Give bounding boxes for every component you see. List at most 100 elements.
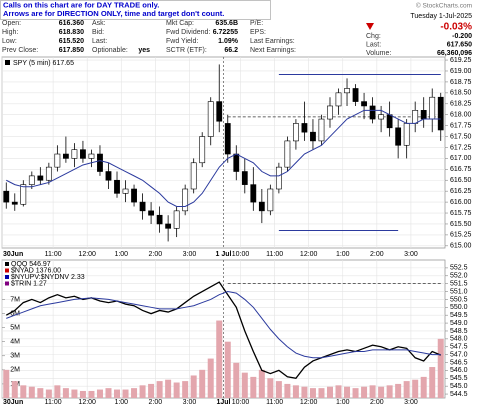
volume-bar	[131, 388, 138, 398]
volume-tick-label: 4M	[10, 339, 20, 346]
y-tick-label: 616.00	[450, 199, 472, 206]
quote-date: Tuesday 1-Jul-2025	[410, 13, 472, 20]
volume-bar	[318, 388, 325, 398]
candle-body	[71, 149, 78, 159]
stat-label: EPS:	[250, 29, 266, 36]
x-tick-label: 30Jun	[3, 399, 23, 406]
stat-value: 617.650	[447, 41, 472, 48]
volume-bar	[11, 381, 18, 398]
x-tick-label: 10:00	[232, 251, 250, 258]
stat-label: Last:	[92, 38, 107, 45]
volume-bar	[79, 390, 86, 398]
stat-value: 6.72255	[213, 29, 238, 36]
stat-value: 615.520	[59, 38, 84, 45]
y-tick-label: 615.50	[450, 221, 472, 228]
volume-bar	[233, 362, 240, 398]
volume-bar	[420, 376, 427, 398]
legend-label: $NYAD 1376.00	[11, 267, 61, 274]
legend-label: QQQ 546.97	[11, 261, 51, 268]
down-arrow	[366, 23, 374, 30]
x-tick-label: 1:00	[114, 399, 128, 406]
x-tick-label: 10:00	[232, 399, 250, 406]
volume-bar	[71, 389, 78, 398]
candle-body	[378, 114, 385, 120]
legend-label: SPY (5 min) 617.65	[13, 60, 74, 67]
stat-label: P/E:	[250, 20, 263, 27]
legend-swatch	[5, 268, 9, 273]
candle-body	[20, 184, 27, 205]
candle-body	[267, 188, 274, 212]
y-tick-label: 618.50	[450, 90, 472, 97]
stat-value: 617.850	[59, 47, 84, 54]
x-tick-label: 2:00	[149, 251, 163, 258]
y-tick-label: 552.0	[450, 273, 468, 280]
y-tick-label: 546.0	[450, 367, 468, 374]
candle-body	[182, 188, 189, 212]
volume-bar	[139, 385, 146, 398]
y-tick-label: 615.25	[450, 232, 472, 239]
candle-body	[403, 123, 410, 146]
stat-value: -0.200	[452, 33, 472, 40]
y-tick-label: 550.0	[450, 304, 468, 311]
x-tick-label: 2:00	[370, 251, 384, 258]
stat-value: 618.830	[59, 29, 84, 36]
candle-body	[114, 179, 120, 194]
x-tick-label: 12:00	[78, 399, 96, 406]
volume-bar	[224, 341, 231, 398]
candle-body	[335, 92, 342, 107]
volume-bar	[207, 358, 214, 398]
x-tick-label: 1:00	[336, 399, 350, 406]
stat-label: Bid:	[92, 29, 104, 36]
price-line	[6, 291, 441, 359]
volume-bar	[241, 372, 248, 398]
change-pct: -0.03%	[440, 22, 472, 33]
volume-bar	[20, 385, 27, 398]
candle-body	[369, 105, 376, 120]
stat-label: SCTR (ETF):	[166, 47, 207, 54]
volume-bar	[182, 381, 189, 398]
candle-body	[327, 105, 333, 120]
y-tick-label: 552.5	[450, 265, 468, 272]
stat-label: Ask:	[92, 20, 106, 27]
x-tick-label: 1Jul	[216, 399, 230, 406]
x-tick-label: 11:00	[45, 251, 62, 258]
stat-value: yes	[138, 47, 150, 54]
y-tick-label: 549.0	[450, 320, 468, 327]
candle-body	[258, 201, 265, 212]
volume-bar	[361, 386, 368, 398]
y-tick-label: 618.75	[450, 79, 472, 86]
stat-value: 635.6B	[215, 20, 238, 27]
volume-bar	[190, 375, 197, 398]
volume-bar	[28, 386, 35, 398]
stat-value: 616.360	[59, 20, 84, 27]
legend-label: $NYUPV:$NYDNV 2.33	[11, 274, 85, 281]
stat-value: 66.2	[224, 47, 238, 54]
legend-label: $TRIN 1.27	[11, 280, 47, 287]
candle-body	[139, 201, 146, 212]
y-tick-label: 615.75	[450, 210, 472, 217]
y-tick-label: 550.5	[450, 296, 468, 303]
volume-bar	[369, 385, 376, 398]
volume-tick-label: 5M	[10, 324, 20, 331]
volume-bar	[344, 386, 351, 398]
y-tick-label: 617.75	[450, 122, 472, 129]
stat-value: 66,360,096	[437, 50, 472, 57]
volume-bar	[216, 320, 223, 398]
volume-bar	[309, 388, 316, 398]
candle-body	[11, 201, 18, 205]
legend-swatch	[5, 275, 9, 279]
volume-bar	[199, 369, 206, 398]
y-tick-label: 618.25	[450, 101, 472, 108]
x-tick-label: 11:00	[45, 399, 62, 406]
stat-label: Last Earnings:	[250, 38, 295, 45]
notice-box	[0, 0, 271, 20]
volume-bar	[105, 388, 112, 398]
y-tick-label: 617.25	[450, 144, 472, 151]
candle-body	[148, 210, 154, 216]
volume-bar	[386, 385, 393, 398]
stat-label: Open:	[2, 20, 21, 27]
y-tick-label: 617.50	[450, 133, 472, 140]
volume-tick-label: 3M	[10, 353, 20, 360]
x-tick-label: 30Jun	[3, 251, 23, 258]
stat-label: Mkt Cap:	[166, 20, 194, 27]
